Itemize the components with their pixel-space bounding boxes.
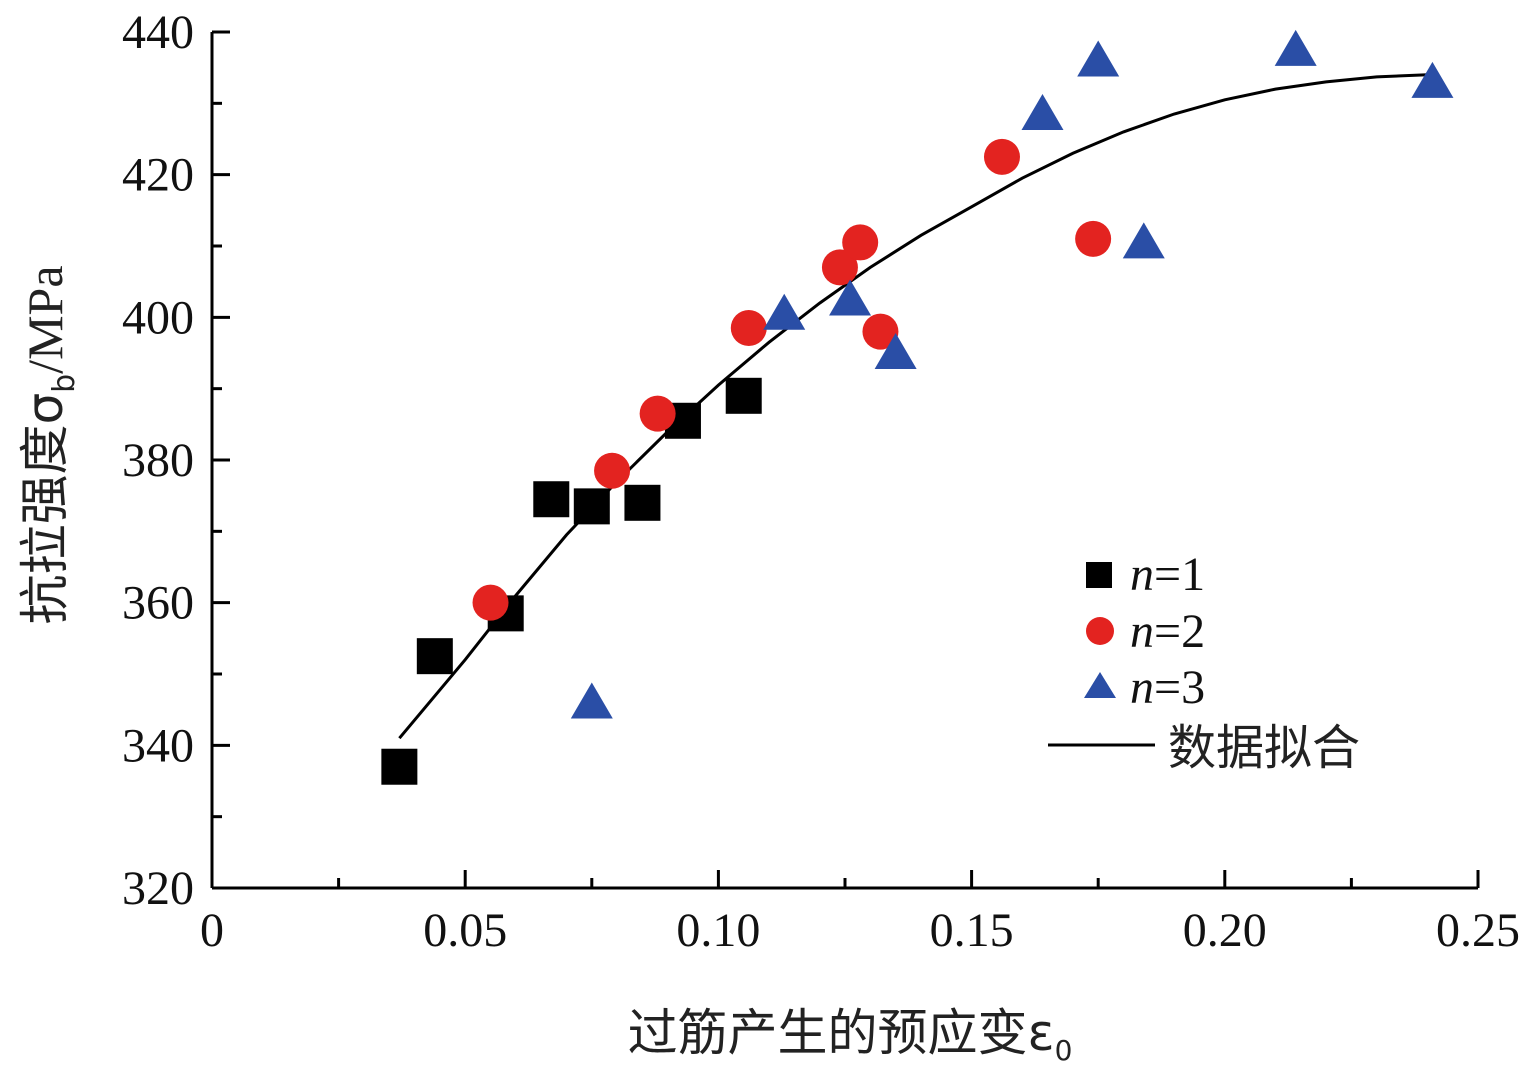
x-axis-title-subscript: 0 [1055,1034,1073,1067]
legend: n=1 n=2 n=3 数据拟合 [1048,548,1360,776]
legend-item-fit: 数据拟合 [1048,720,1360,776]
point-n3-triangle [1274,29,1317,66]
point-n1-square [533,481,570,518]
y-tick-label: 320 [122,862,194,915]
x-tick-label: 0.20 [1183,904,1267,957]
data-points-layer [381,29,1454,785]
fit-curve [398,73,1428,740]
point-n1-square [573,488,610,525]
x-tick-label: 0.10 [676,904,760,957]
legend-item-n3: n=3 [1084,661,1205,714]
point-n2-circle [862,313,899,350]
point-n2-circle [730,310,767,347]
y-axis-title: 抗拉强度σb/MPa [16,265,82,624]
legend-label-n1: n=1 [1130,548,1205,601]
y-tick-label: 440 [122,6,194,59]
x-tick-label: 0 [200,904,224,957]
point-n2-circle [594,452,631,489]
legend-label-n3: n=3 [1130,661,1205,714]
legend-item-n1: n=1 [1086,548,1205,601]
y-tick-label: 360 [122,577,194,630]
point-n2-circle [639,395,676,432]
point-n2-circle [842,224,879,261]
point-n3-triangle [874,333,917,369]
point-n3-triangle [1021,94,1064,131]
point-n2-circle [983,138,1020,175]
legend-label-n2: n=2 [1130,605,1205,658]
x-tick-label: 0.15 [930,904,1014,957]
point-n3-triangle [1122,222,1165,259]
axes [210,30,1480,890]
point-n3-triangle [829,279,872,316]
legend-circle-marker [1086,617,1114,645]
point-n1-square [624,484,661,521]
x-axis-title: 过筋产生的预应变ε0 [628,1004,1073,1067]
point-n2-circle [1075,220,1112,257]
y-tick-label: 400 [122,291,194,344]
point-n1-square [416,638,453,675]
point-n3-triangle [763,293,806,330]
y-tick-label: 380 [122,434,194,487]
legend-triangle-marker [1084,672,1116,698]
x-tick-label: 0.25 [1436,904,1520,957]
legend-square-marker [1086,562,1112,588]
legend-item-n2: n=2 [1086,605,1205,658]
legend-label-fit: 数据拟合 [1168,720,1360,776]
point-n2-circle [821,249,858,286]
tick-labels-layer: 320 340 360 380 400 420 440 0 0.05 0.10 0.15 0.20 0.… [122,6,1520,957]
y-tick-label: 340 [122,719,194,772]
point-n3-triangle [1411,61,1454,98]
x-tick-label: 0.05 [423,904,507,957]
point-n2-circle [472,584,509,621]
point-n3-triangle [1077,40,1120,77]
point-n1-square [381,748,418,785]
point-n3-triangle [570,682,613,719]
y-tick-label: 420 [122,149,194,202]
y-axis-title-subscript: b [47,374,82,393]
y-axis-title-unit: /MPa [17,265,73,373]
fit-curve-layer [398,73,1428,740]
point-n1-square [725,377,762,414]
